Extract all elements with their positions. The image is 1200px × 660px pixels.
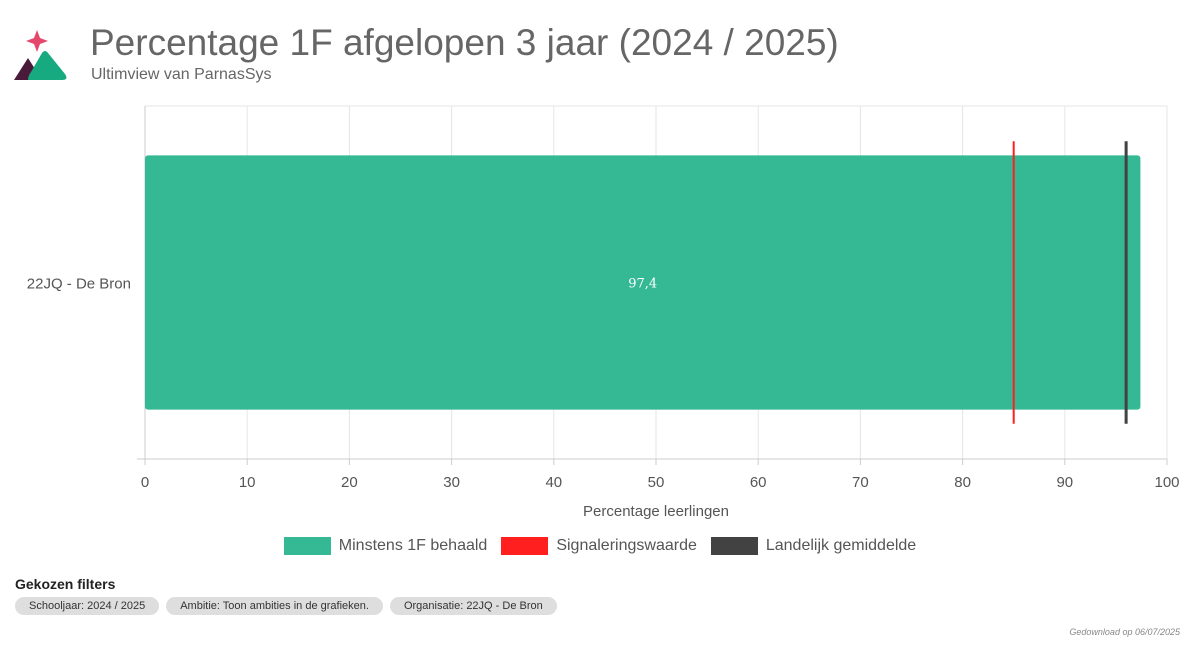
filter-chip-ambitie: Ambitie: Toon ambities in de grafieken. [166,597,383,615]
x-tick-label: 80 [954,474,971,491]
x-tick-label: 90 [1056,474,1073,491]
download-date: Gedownload op 06/07/2025 [1069,627,1180,637]
category-label: 22JQ - De Bron [27,276,131,293]
x-tick-label: 50 [648,474,665,491]
filter-chips: Schooljaar: 2024 / 2025 Ambitie: Toon am… [15,597,557,615]
x-tick-label: 70 [852,474,869,491]
bar-data-label: 97,4 [628,277,657,292]
legend-swatch [710,537,758,555]
x-tick-label: 0 [141,474,149,491]
bar-chart: 0 10 20 30 40 50 60 70 80 90 100 Percentage leerlin… [27,105,1180,520]
x-tick-label: 40 [545,474,562,491]
x-tick-label: 60 [750,474,767,491]
legend-label: Landelijk gemiddelde [765,537,917,554]
x-tick-label: 100 [1154,474,1179,491]
mountain-star-logo-icon [14,30,67,80]
page-title: Percentage 1F afgelopen 3 jaar (2024 / 2… [90,22,839,63]
page-subtitle: Ultimview van ParnasSys [91,66,272,83]
filters-title: Gekozen filters [15,576,116,592]
legend-item-behaald[interactable]: Minstens 1F behaald [283,537,488,555]
legend-item-signaleringswaarde[interactable]: Signaleringswaarde [501,537,697,555]
x-tick-label: 30 [443,474,460,491]
bar [145,155,1141,410]
legend-item-landelijk[interactable]: Landelijk gemiddelde [710,537,917,555]
legend-label: Signaleringswaarde [556,537,697,554]
x-axis-title: Percentage leerlingen [583,503,729,520]
chart-legend: Minstens 1F behaald Signaleringswaarde L… [0,537,1200,555]
x-tick-label: 10 [239,474,256,491]
x-tick-label: 20 [341,474,358,491]
legend-label: Minstens 1F behaald [338,537,488,554]
filter-chip-organisatie: Organisatie: 22JQ - De Bron [389,597,557,615]
legend-swatch [501,537,549,555]
legend-swatch [283,537,331,555]
filter-chip-schooljaar: Schooljaar: 2024 / 2025 [15,597,160,615]
